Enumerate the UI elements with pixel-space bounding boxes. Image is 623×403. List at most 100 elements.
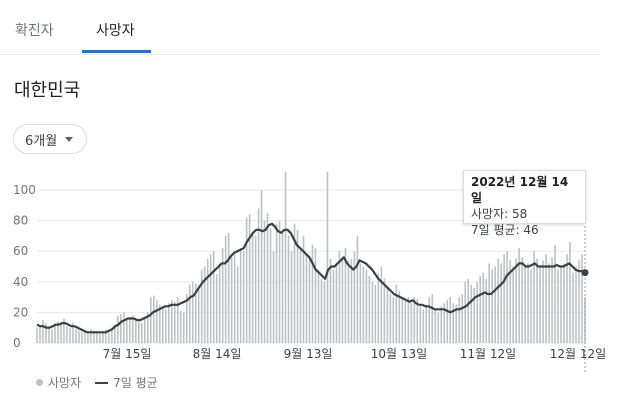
x-tick-label: 9월 13일	[284, 347, 333, 361]
daily-bar	[51, 329, 53, 343]
daily-bar	[66, 326, 68, 343]
daily-bar	[446, 300, 449, 343]
hover-point-marker	[581, 269, 589, 277]
daily-bar	[521, 257, 523, 343]
daily-bar	[108, 332, 110, 343]
daily-bar	[218, 263, 221, 343]
daily-bar	[90, 329, 92, 343]
y-tick-label: 0	[13, 336, 21, 350]
daily-bar	[281, 232, 284, 343]
y-tick-label: 40	[13, 275, 28, 289]
daily-bar	[63, 318, 65, 343]
daily-bar	[449, 297, 452, 343]
daily-bar	[239, 248, 242, 343]
daily-bar	[42, 320, 44, 343]
daily-bar	[164, 309, 167, 343]
daily-bar	[353, 251, 356, 343]
daily-bar	[36, 327, 38, 343]
daily-bar	[221, 248, 224, 343]
daily-bar	[96, 332, 98, 343]
daily-bar	[284, 171, 287, 343]
daily-bar	[311, 245, 314, 343]
daily-bar	[539, 266, 541, 343]
daily-bar	[395, 284, 398, 343]
daily-bar	[296, 229, 299, 343]
daily-bar	[377, 274, 380, 343]
daily-bar	[584, 297, 586, 343]
daily-bar	[323, 281, 326, 343]
chart-tooltip: 2022년 12월 14일 사망자: 58 7일 평균: 46	[463, 170, 586, 237]
time-range-label: 6개월	[25, 133, 58, 149]
daily-bar	[87, 333, 89, 343]
daily-bar	[479, 275, 481, 343]
daily-bar	[308, 258, 311, 343]
daily-bar	[203, 266, 206, 343]
daily-bar	[135, 318, 137, 343]
daily-bar	[263, 220, 266, 343]
daily-bar	[182, 312, 185, 343]
daily-bar	[455, 304, 458, 343]
chart-legend: 사망자 7일 평균	[36, 374, 158, 391]
tab-confirmed-cases[interactable]: 확진자	[15, 23, 54, 39]
daily-bar	[299, 248, 302, 343]
daily-bar	[188, 284, 191, 343]
daily-bar	[443, 303, 446, 343]
y-tick-label: 20	[13, 305, 28, 319]
daily-bar	[440, 306, 443, 343]
daily-bar	[305, 254, 308, 343]
daily-bar	[452, 303, 455, 343]
daily-bar	[581, 254, 583, 343]
region-title: 대한민국	[14, 80, 81, 101]
daily-bar	[176, 297, 179, 343]
tab-deaths[interactable]: 사망자	[96, 23, 135, 39]
y-tick-label: 60	[13, 244, 28, 258]
daily-bar	[368, 275, 371, 343]
daily-bar	[344, 248, 347, 343]
daily-bar	[326, 171, 329, 343]
daily-bar	[200, 269, 203, 343]
x-tick-label: 12월 12일	[550, 347, 606, 361]
daily-bar	[527, 263, 529, 343]
daily-bar	[197, 289, 200, 343]
x-tick-label: 11월 12일	[460, 347, 516, 361]
daily-bar	[350, 258, 353, 343]
daily-bar	[494, 266, 496, 343]
daily-bar	[386, 287, 389, 343]
tooltip-average: 7일 평균: 46	[471, 223, 539, 237]
daily-bar	[437, 312, 440, 343]
daily-bar	[425, 304, 428, 343]
daily-bar	[371, 281, 374, 343]
daily-bar	[476, 281, 478, 343]
daily-bar	[120, 313, 122, 343]
daily-bar	[123, 312, 125, 343]
daily-bar	[470, 284, 473, 343]
daily-bar	[332, 269, 335, 343]
daily-bar	[422, 309, 425, 343]
daily-bar	[54, 324, 56, 343]
daily-bar	[126, 320, 128, 343]
daily-bar	[266, 212, 269, 343]
daily-bar	[224, 235, 227, 343]
daily-bar	[329, 258, 332, 343]
daily-bar	[99, 333, 101, 343]
daily-bar	[380, 266, 383, 343]
daily-bar	[548, 263, 550, 343]
daily-bar	[93, 330, 95, 343]
daily-bar	[206, 258, 209, 343]
daily-bar	[374, 284, 377, 343]
daily-bar	[560, 266, 562, 343]
daily-bar	[233, 254, 236, 343]
daily-bar	[536, 258, 538, 343]
daily-bar	[407, 297, 410, 343]
daily-bar	[144, 316, 146, 343]
time-range-dropdown[interactable]: 6개월	[13, 124, 87, 154]
daily-bar	[167, 303, 170, 343]
daily-bar	[491, 269, 493, 343]
daily-bar	[482, 272, 484, 343]
daily-bar	[212, 251, 215, 343]
daily-bar	[338, 251, 341, 343]
y-tick-label: 80	[13, 214, 28, 228]
x-tick-label: 10월 13일	[371, 347, 427, 361]
daily-bar	[458, 297, 461, 343]
